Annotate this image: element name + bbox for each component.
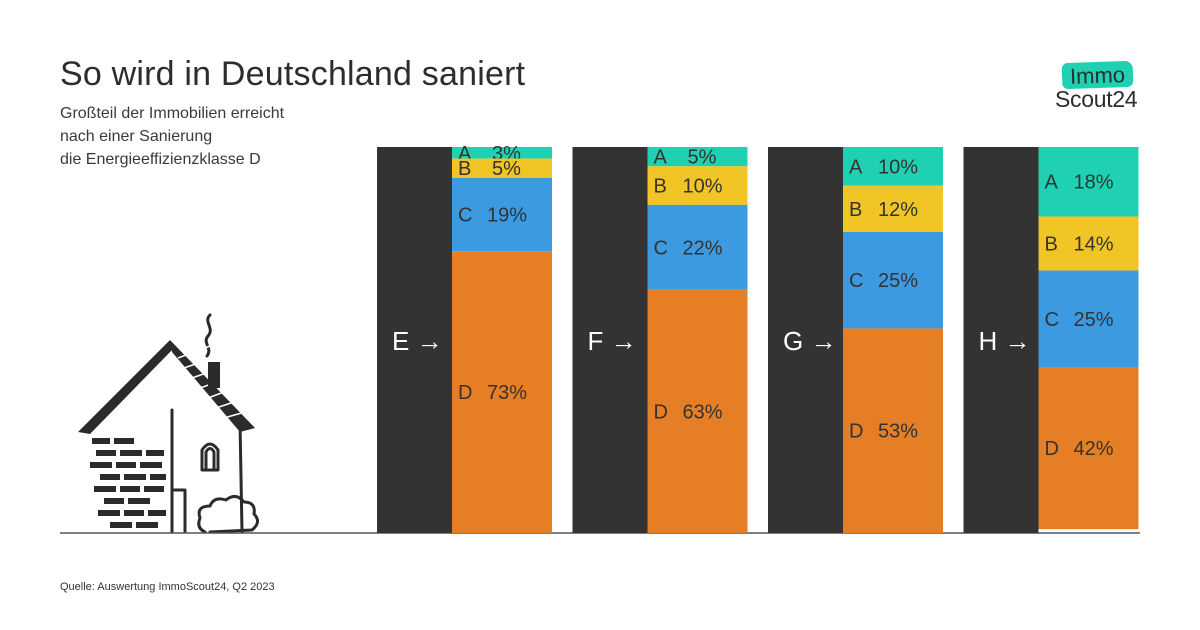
data-label: 12% (878, 199, 918, 221)
class-label: C (654, 237, 668, 259)
data-label: 73% (487, 382, 527, 404)
bar-segment-h-d (1038, 367, 1139, 530)
data-label: 63% (683, 401, 723, 423)
class-label: A (849, 156, 863, 178)
roof-icon (78, 340, 255, 434)
data-label: 42% (1074, 438, 1114, 460)
data-label: 10% (878, 156, 918, 178)
bar-segment-h-a (1038, 147, 1139, 217)
bar-segment-g-d (843, 328, 943, 533)
data-label: 10% (683, 176, 723, 198)
data-label: 14% (1074, 234, 1114, 256)
data-label: 18% (1074, 172, 1114, 194)
category-label-f: F → (588, 326, 637, 356)
class-label: B (654, 176, 667, 198)
category-label-g: G → (783, 326, 836, 356)
bar-segment-f-b (647, 166, 748, 205)
data-label: 25% (1074, 309, 1114, 331)
data-label: 5% (688, 147, 717, 169)
bar-segment-h-b (1038, 216, 1139, 271)
bar-segment-e-d (452, 251, 552, 533)
house-illustration (78, 313, 259, 534)
class-label: C (458, 205, 472, 227)
category-label-e: E → (392, 326, 443, 356)
data-label: 19% (487, 205, 527, 227)
bar-segment-e-a (452, 147, 552, 159)
class-label: D (849, 421, 863, 443)
immoscout24-logo: Immo Scout24 (1055, 60, 1145, 114)
bar-segment-g-a (843, 147, 943, 186)
bar-segment-e-b (452, 158, 552, 178)
class-label: A (654, 147, 668, 169)
category-label-h: H → (979, 326, 1031, 356)
chart-subtitle: Großteil der Immobilien erreicht nach ei… (60, 102, 360, 171)
category-panel-g (768, 147, 843, 533)
subtitle-line: nach einer Sanierung (60, 128, 213, 145)
bar-segment-h-c (1038, 270, 1139, 368)
category-panel-h (963, 147, 1039, 533)
source-note: Quelle: Auswertung ImmoScout24, Q2 2023 (60, 581, 275, 593)
data-label: 53% (878, 421, 918, 443)
smoke-icon (204, 313, 212, 358)
bar-segment-e-c (452, 177, 552, 252)
logo-scout24: Scout24 (1055, 86, 1138, 112)
bar-segment-g-b (843, 185, 943, 232)
class-label: C (1045, 309, 1059, 331)
subtitle-line: die Energieeffizienzklasse D (60, 151, 261, 168)
chart-title: So wird in Deutschland saniert (60, 55, 526, 93)
category-panel-e (377, 147, 452, 533)
class-label: B (849, 199, 862, 221)
class-label: D (654, 401, 668, 423)
class-label: D (458, 382, 472, 404)
class-label: B (458, 158, 471, 180)
bar-segment-f-d (647, 289, 748, 533)
category-panel-f (572, 147, 648, 533)
class-label: C (849, 270, 863, 292)
bar-segment-f-c (647, 204, 748, 290)
data-label: 25% (878, 270, 918, 292)
subtitle-line: Großteil der Immobilien erreicht (60, 105, 285, 122)
bar-segment-f-a (647, 147, 748, 167)
data-label: 22% (683, 237, 723, 259)
brick-wall-icon (90, 438, 166, 528)
data-label: 5% (492, 158, 521, 180)
class-label: D (1045, 438, 1059, 460)
class-label: A (1045, 172, 1059, 194)
class-label: B (1045, 234, 1058, 256)
bar-segment-g-c (843, 231, 943, 329)
